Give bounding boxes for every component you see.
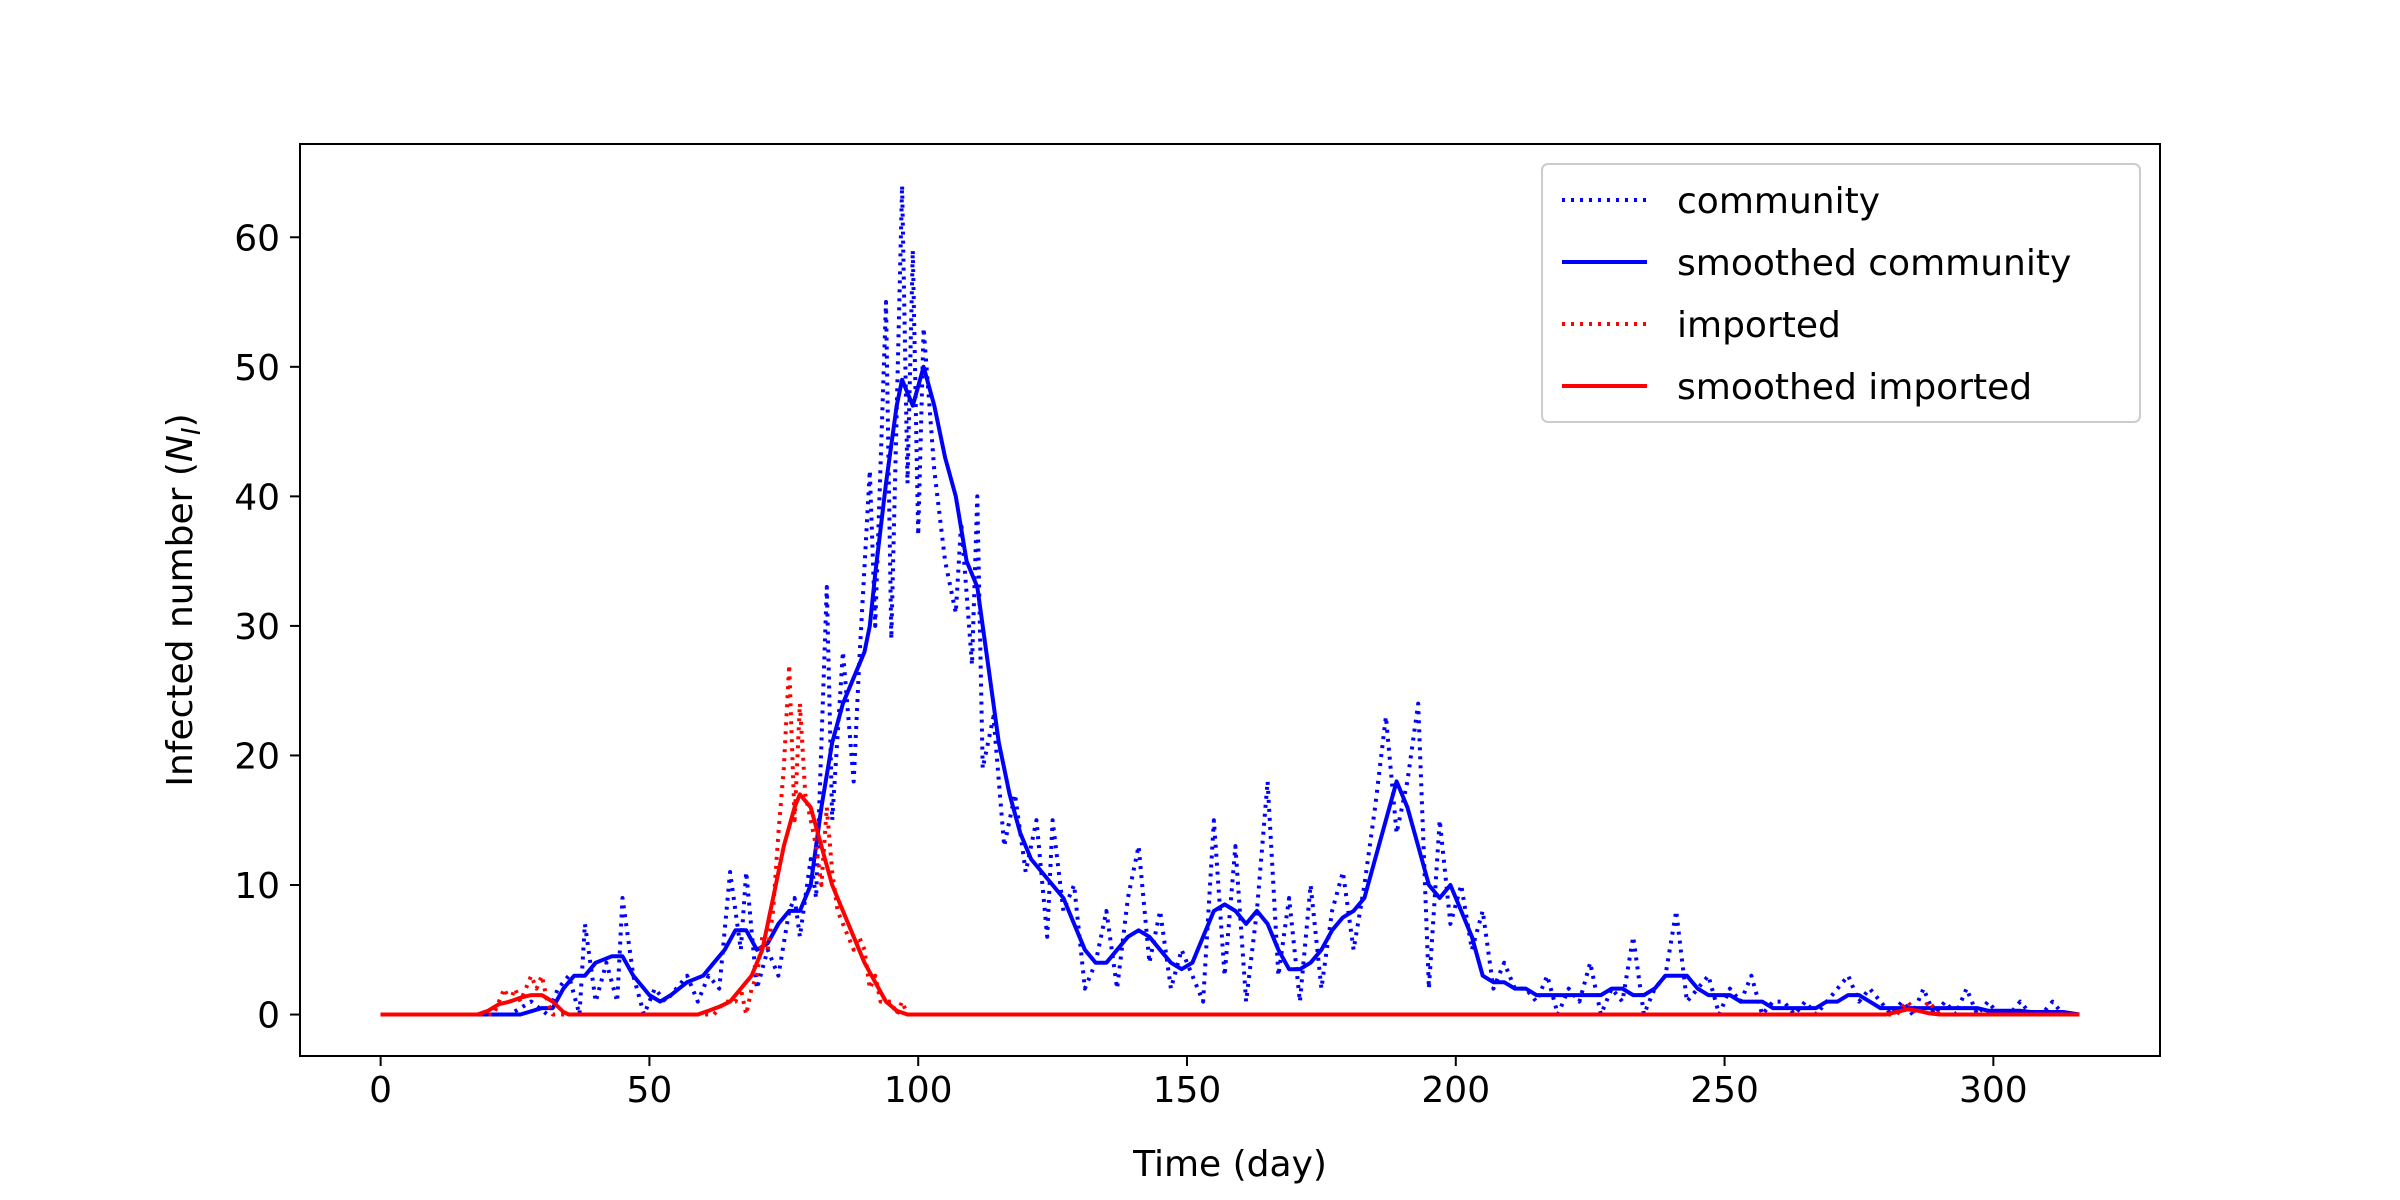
y-axis: 0 10 20 30 40 50 60 xyxy=(234,218,300,1037)
x-tick-label: 50 xyxy=(627,1070,673,1111)
x-tick-label: 250 xyxy=(1690,1070,1759,1111)
x-axis-label: Time (day) xyxy=(1132,1144,1327,1185)
series-line-imported xyxy=(380,662,2080,1017)
x-tick-label: 0 xyxy=(369,1070,392,1111)
y-tick-label: 10 xyxy=(234,866,280,907)
y-axis-label: Infected number (NI) xyxy=(160,413,207,786)
y-tick-label: 0 xyxy=(257,996,280,1037)
series-layer xyxy=(380,183,2080,1017)
series-line-community xyxy=(380,183,2080,1017)
legend-label: smoothed community xyxy=(1677,243,2071,284)
x-tick-label: 150 xyxy=(1153,1070,1222,1111)
y-tick-label: 20 xyxy=(234,736,280,777)
legend-label: imported xyxy=(1677,305,1841,346)
y-tick-label: 50 xyxy=(234,348,280,389)
y-tick-label: 30 xyxy=(234,607,280,648)
x-tick-label: 300 xyxy=(1959,1070,2028,1111)
legend-box xyxy=(1541,163,2141,423)
legend: community smoothed community imported smoot… xyxy=(1541,163,2141,423)
y-tick-label: 60 xyxy=(234,218,280,259)
legend-label: community xyxy=(1677,181,1880,222)
legend-label: smoothed imported xyxy=(1677,367,2032,408)
series-line-smoothed-imported xyxy=(380,792,2080,1017)
y-tick-label: 40 xyxy=(234,477,280,518)
plot-frame xyxy=(299,143,2161,1057)
series-line-smoothed-community xyxy=(380,364,2080,1017)
x-axis: 0 50 100 150 200 250 300 xyxy=(369,1056,2028,1111)
x-tick-label: 200 xyxy=(1421,1070,1490,1111)
x-tick-label: 100 xyxy=(884,1070,953,1111)
